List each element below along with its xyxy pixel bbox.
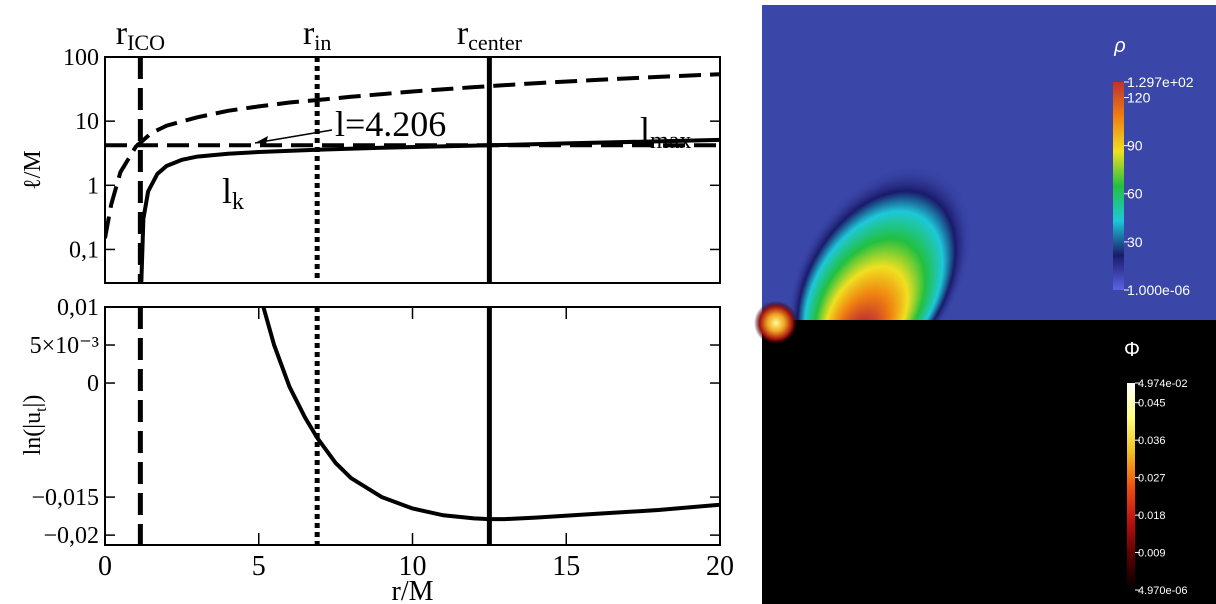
y-tick-label: 1 bbox=[87, 173, 99, 199]
data-line bbox=[139, 137, 720, 283]
series-label: lmax bbox=[640, 110, 691, 154]
series-label-part: l bbox=[640, 110, 650, 150]
colorbar-tick-label: 0.027 bbox=[1138, 472, 1166, 484]
colorbar-title: Φ bbox=[1124, 339, 1140, 361]
y-tick-label: 0,01 bbox=[57, 295, 99, 321]
potential-panel bbox=[762, 320, 1216, 604]
x-tick-label: 5 bbox=[252, 551, 266, 582]
marker-label-part: r bbox=[303, 15, 315, 52]
marker-label-sub: in bbox=[314, 30, 331, 55]
colorbar-tick-label: 4.974e-02 bbox=[1138, 378, 1188, 390]
y-axis-label-part: |) bbox=[20, 395, 46, 408]
marker-label-part: r bbox=[116, 15, 128, 52]
colorbar-tick-label: 1.000e-06 bbox=[1127, 282, 1190, 298]
colorbar: Φ 4.974e-02 0.045 0.036 0.027 0.018 0.009 4.970… bbox=[1124, 339, 1188, 597]
y-axis-label-part: ln(|u bbox=[20, 412, 46, 455]
x-tick-label: 20 bbox=[706, 551, 734, 582]
y-tick-label: 0,1 bbox=[69, 237, 99, 263]
plot-area bbox=[105, 57, 720, 283]
colorbar-tick-label: 30 bbox=[1127, 234, 1143, 250]
potential-blob bbox=[754, 301, 798, 345]
colorbar-bar bbox=[1127, 383, 1135, 590]
y-tick-label: 5×10⁻³ bbox=[30, 333, 99, 359]
series-label: l=4.206 bbox=[335, 104, 446, 144]
y-axis-label: ln(|ut|) bbox=[20, 395, 50, 456]
colorbar-tick-label: 120 bbox=[1127, 89, 1151, 105]
y-axis-label-sub: t bbox=[33, 407, 50, 412]
series-label-part: l bbox=[222, 171, 232, 211]
x-axis-label: r/M bbox=[392, 576, 434, 604]
y-tick-label: 10 bbox=[75, 109, 99, 135]
colorbar-tick-label: 0.009 bbox=[1138, 547, 1166, 559]
series-label-sub: k bbox=[232, 189, 244, 215]
marker-label-sub: center bbox=[468, 30, 522, 55]
x-tick-label: 10 bbox=[399, 551, 427, 582]
marker-label: rICO bbox=[116, 15, 165, 55]
y-tick-label: −0,015 bbox=[31, 485, 99, 511]
colorbar-tick-label: 90 bbox=[1127, 138, 1143, 154]
series-label: lk bbox=[222, 171, 244, 215]
density-field bbox=[788, 165, 972, 320]
y-axis-label: ℓ/M bbox=[20, 150, 46, 190]
marker-label: rcenter bbox=[457, 15, 523, 55]
colorbar-tick-label: 0.018 bbox=[1138, 510, 1166, 522]
series-label-sub: max bbox=[650, 128, 691, 154]
marker-label-part: r bbox=[457, 15, 469, 52]
series-label-part: l=4.206 bbox=[335, 104, 446, 144]
colorbar-tick-label: 0.045 bbox=[1138, 398, 1166, 410]
colorbar-tick-label: 60 bbox=[1127, 186, 1143, 202]
arrow-head bbox=[255, 136, 268, 144]
y-tick-label: −0,02 bbox=[43, 523, 99, 549]
data-line bbox=[105, 72, 720, 239]
density-blob bbox=[788, 165, 972, 320]
data-line bbox=[261, 307, 720, 522]
colorbar-tick-label: 1.297e+02 bbox=[1127, 74, 1194, 90]
marker-label: rin bbox=[303, 15, 331, 55]
marker-label-sub: ICO bbox=[127, 30, 165, 55]
colorbar-title: ρ bbox=[1113, 35, 1125, 57]
colorbar-tick-label: 4.970e-06 bbox=[1138, 585, 1188, 597]
plot-frame bbox=[104, 56, 721, 284]
x-tick-label: 15 bbox=[552, 551, 580, 582]
colorbar-tick-label: 0.036 bbox=[1138, 435, 1166, 447]
x-tick-label: 0 bbox=[98, 551, 112, 582]
y-tick-label: 0 bbox=[87, 371, 99, 397]
plot-area bbox=[137, 307, 720, 545]
y-tick-label: 100 bbox=[63, 45, 99, 71]
colorbar-bar bbox=[1113, 82, 1124, 290]
